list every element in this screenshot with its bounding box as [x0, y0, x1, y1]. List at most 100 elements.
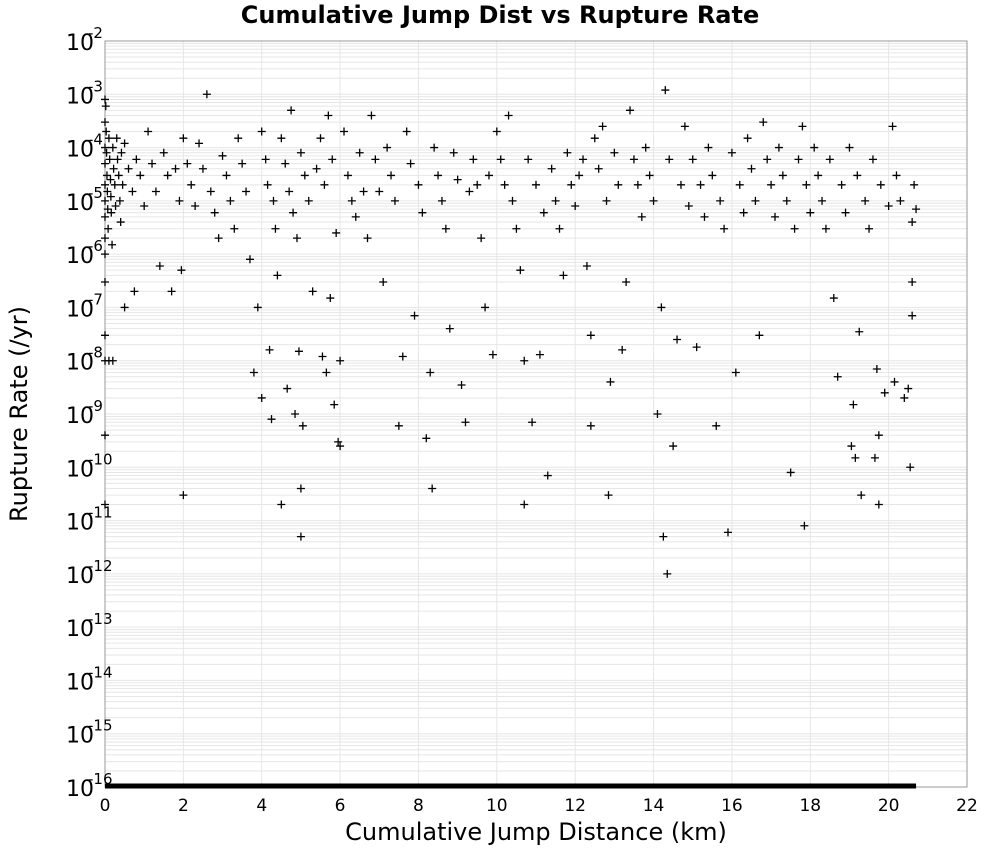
- data-point: [198, 164, 207, 173]
- data-point: [908, 311, 917, 320]
- data-point: [520, 500, 529, 509]
- y-tick-exponent: -3: [88, 77, 103, 95]
- data-point: [434, 171, 443, 180]
- data-point: [798, 122, 807, 131]
- data-point: [825, 155, 834, 164]
- y-tick-exponent: -6: [88, 237, 103, 255]
- y-tick-label: 10-4: [66, 131, 103, 163]
- y-tick-base: 10: [66, 404, 94, 429]
- data-point: [731, 368, 740, 377]
- data-point: [579, 155, 588, 164]
- data-point: [144, 127, 153, 136]
- data-point: [428, 484, 437, 493]
- data-point: [449, 148, 458, 157]
- data-point: [661, 86, 670, 95]
- data-point: [120, 303, 129, 312]
- data-point: [103, 205, 112, 214]
- data-point: [132, 155, 141, 164]
- data-point: [106, 175, 115, 184]
- data-point: [191, 202, 200, 211]
- data-point: [692, 343, 701, 352]
- data-point: [383, 143, 392, 152]
- data-point: [845, 143, 854, 152]
- data-point: [857, 491, 866, 500]
- data-point: [238, 159, 247, 168]
- data-point: [906, 463, 915, 472]
- data-point: [267, 415, 276, 424]
- data-point: [277, 500, 286, 509]
- y-tick-base: 10: [66, 84, 94, 109]
- y-tick-label: 10-2: [66, 24, 103, 56]
- data-point: [649, 196, 658, 205]
- data-point: [559, 271, 568, 280]
- data-point: [755, 331, 764, 340]
- data-point: [751, 196, 760, 205]
- y-tick-base: 10: [66, 457, 94, 482]
- y-tick-base: 10: [66, 724, 94, 749]
- data-point: [375, 187, 384, 196]
- data-point: [551, 196, 560, 205]
- data-point: [320, 180, 329, 189]
- data-point: [590, 134, 599, 143]
- data-point: [355, 148, 364, 157]
- data-point: [602, 196, 611, 205]
- data-point: [704, 143, 713, 152]
- data-point: [292, 234, 301, 243]
- data-point: [659, 532, 668, 541]
- data-point: [723, 528, 732, 537]
- data-point: [841, 208, 850, 217]
- data-point: [586, 331, 595, 340]
- y-tick-base: 10: [66, 31, 94, 56]
- data-point: [888, 122, 897, 131]
- data-point: [261, 155, 270, 164]
- data-point: [543, 471, 552, 480]
- data-point: [179, 491, 188, 500]
- x-tick-label: 8: [413, 796, 424, 816]
- y-tick-exponent: -8: [88, 344, 103, 362]
- x-tick-label: 0: [100, 796, 111, 816]
- data-point: [271, 224, 280, 233]
- data-point: [113, 155, 122, 164]
- data-point: [114, 171, 123, 180]
- data-point: [874, 431, 883, 440]
- data-point: [322, 368, 331, 377]
- data-point: [575, 171, 584, 180]
- data-point: [720, 224, 729, 233]
- data-point: [230, 224, 239, 233]
- data-point: [351, 212, 360, 221]
- data-point: [390, 196, 399, 205]
- data-point: [101, 431, 109, 440]
- data-point: [257, 127, 266, 136]
- chart-title: Cumulative Jump Dist vs Rupture Rate: [241, 1, 760, 29]
- data-point: [289, 208, 298, 217]
- data-point: [334, 437, 343, 446]
- x-tick-label: 16: [721, 796, 743, 816]
- data-point: [743, 134, 752, 143]
- data-point: [108, 143, 117, 152]
- data-point: [774, 143, 783, 152]
- y-tick-label: 10-14: [66, 663, 113, 695]
- data-point: [195, 139, 204, 148]
- data-point: [107, 208, 116, 217]
- y-tick-exponent: -2: [88, 24, 103, 42]
- data-point: [833, 372, 842, 381]
- data-point: [778, 171, 787, 180]
- data-point: [151, 187, 160, 196]
- y-tick-label: 10-7: [66, 290, 103, 322]
- data-point: [418, 208, 427, 217]
- data-point: [163, 171, 172, 180]
- data-point: [855, 327, 864, 336]
- data-point: [332, 228, 341, 237]
- data-point: [535, 350, 544, 359]
- data-point: [171, 164, 180, 173]
- data-point: [853, 171, 862, 180]
- x-tick-label: 20: [878, 796, 900, 816]
- data-point: [484, 171, 493, 180]
- data-point: [496, 155, 505, 164]
- data-point: [394, 421, 403, 430]
- data-point: [847, 442, 856, 451]
- data-point: [727, 148, 736, 157]
- data-point: [283, 384, 292, 393]
- y-tick-exponent: -9: [88, 397, 103, 415]
